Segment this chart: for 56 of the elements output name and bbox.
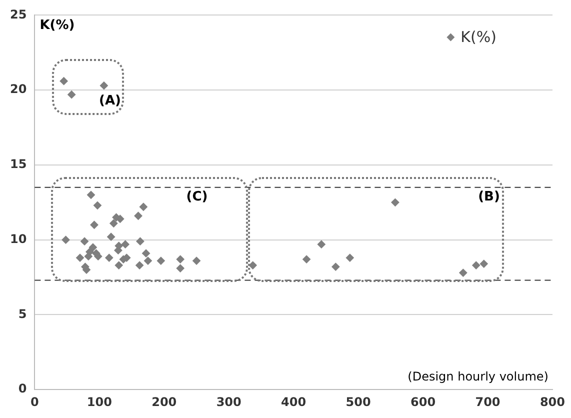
point	[248, 261, 257, 270]
point	[332, 262, 340, 271]
point	[105, 254, 114, 262]
x-tick-label: 800	[540, 394, 566, 409]
point	[68, 90, 76, 99]
point	[391, 198, 400, 206]
y-tick-label: 0	[18, 382, 27, 396]
x-tick-label: 300	[216, 394, 242, 409]
point	[136, 261, 144, 270]
point	[139, 202, 148, 211]
point	[62, 236, 70, 244]
point	[86, 248, 94, 256]
point	[93, 201, 102, 210]
point	[192, 256, 201, 265]
y-tick-label: 5	[18, 306, 27, 321]
point	[87, 190, 96, 199]
x-axis-title: (Design hourly volume)	[408, 370, 548, 384]
point	[110, 219, 118, 228]
x-tick-label: 400	[281, 394, 306, 409]
point	[302, 255, 311, 264]
point	[107, 232, 116, 241]
point	[346, 254, 354, 262]
x-tick-label: 700	[475, 394, 500, 409]
point	[317, 240, 326, 248]
annotation: (B)	[478, 189, 500, 204]
point	[472, 261, 480, 270]
point	[134, 212, 142, 220]
x-tick-label: 200	[152, 394, 177, 409]
point	[480, 260, 488, 268]
point	[176, 255, 184, 264]
point	[80, 237, 89, 246]
point	[136, 237, 144, 246]
point	[76, 254, 84, 262]
annotation: (C)	[186, 189, 208, 204]
point	[100, 82, 108, 90]
point	[176, 264, 184, 272]
x-tick-label: 600	[410, 394, 436, 409]
x-tick-label: 500	[346, 394, 371, 409]
point	[114, 261, 123, 270]
point	[90, 220, 98, 229]
point	[459, 268, 468, 277]
y-tick-label: 25	[10, 7, 27, 22]
point	[144, 256, 152, 265]
legend-label: K(%)	[460, 28, 496, 46]
y-tick-label: 10	[10, 232, 27, 246]
y-tick-label: 15	[10, 157, 27, 172]
point	[142, 249, 150, 258]
y-tick-label: 20	[10, 82, 27, 96]
x-tick-label: 100	[86, 394, 112, 409]
point	[156, 256, 165, 265]
y-axis-title: K(%)	[40, 18, 75, 34]
point	[60, 77, 68, 86]
annotation: (A)	[99, 93, 121, 108]
x-tick-label: 0	[30, 394, 39, 409]
point	[88, 243, 97, 252]
point	[121, 240, 130, 248]
